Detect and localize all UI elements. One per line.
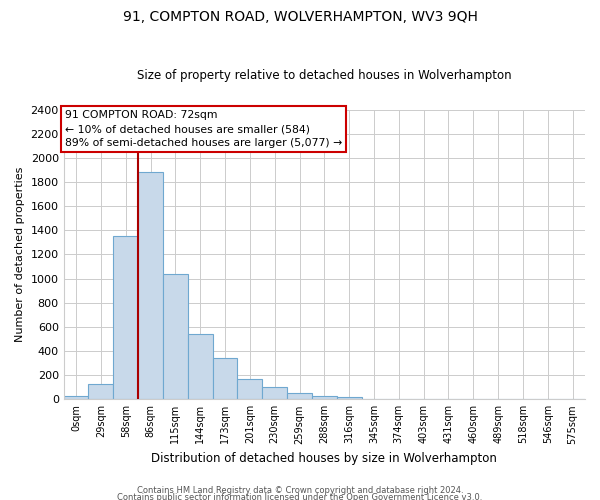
Bar (312, 396, 337, 400)
Text: 91 COMPTON ROAD: 72sqm
← 10% of detached houses are smaller (584)
89% of semi-de: 91 COMPTON ROAD: 72sqm ← 10% of detached… (65, 110, 342, 148)
Bar (163, 274, 188, 400)
Bar (212, 358, 238, 400)
Bar (64, 396, 88, 400)
Text: Contains public sector information licensed under the Open Government Licence v3: Contains public sector information licen… (118, 494, 482, 500)
Bar (88, 384, 113, 400)
Text: 91, COMPTON ROAD, WOLVERHAMPTON, WV3 9QH: 91, COMPTON ROAD, WOLVERHAMPTON, WV3 9QH (122, 10, 478, 24)
Bar (238, 380, 262, 400)
Bar (337, 397, 362, 400)
Y-axis label: Number of detached properties: Number of detached properties (15, 166, 25, 342)
Bar (287, 392, 312, 400)
Text: Contains HM Land Registry data © Crown copyright and database right 2024.: Contains HM Land Registry data © Crown c… (137, 486, 463, 495)
Bar (188, 334, 212, 400)
Bar (113, 236, 138, 400)
Bar (362, 398, 386, 400)
X-axis label: Distribution of detached houses by size in Wolverhampton: Distribution of detached houses by size … (151, 452, 497, 465)
Bar (262, 387, 287, 400)
Bar (138, 172, 163, 400)
Title: Size of property relative to detached houses in Wolverhampton: Size of property relative to detached ho… (137, 69, 512, 82)
